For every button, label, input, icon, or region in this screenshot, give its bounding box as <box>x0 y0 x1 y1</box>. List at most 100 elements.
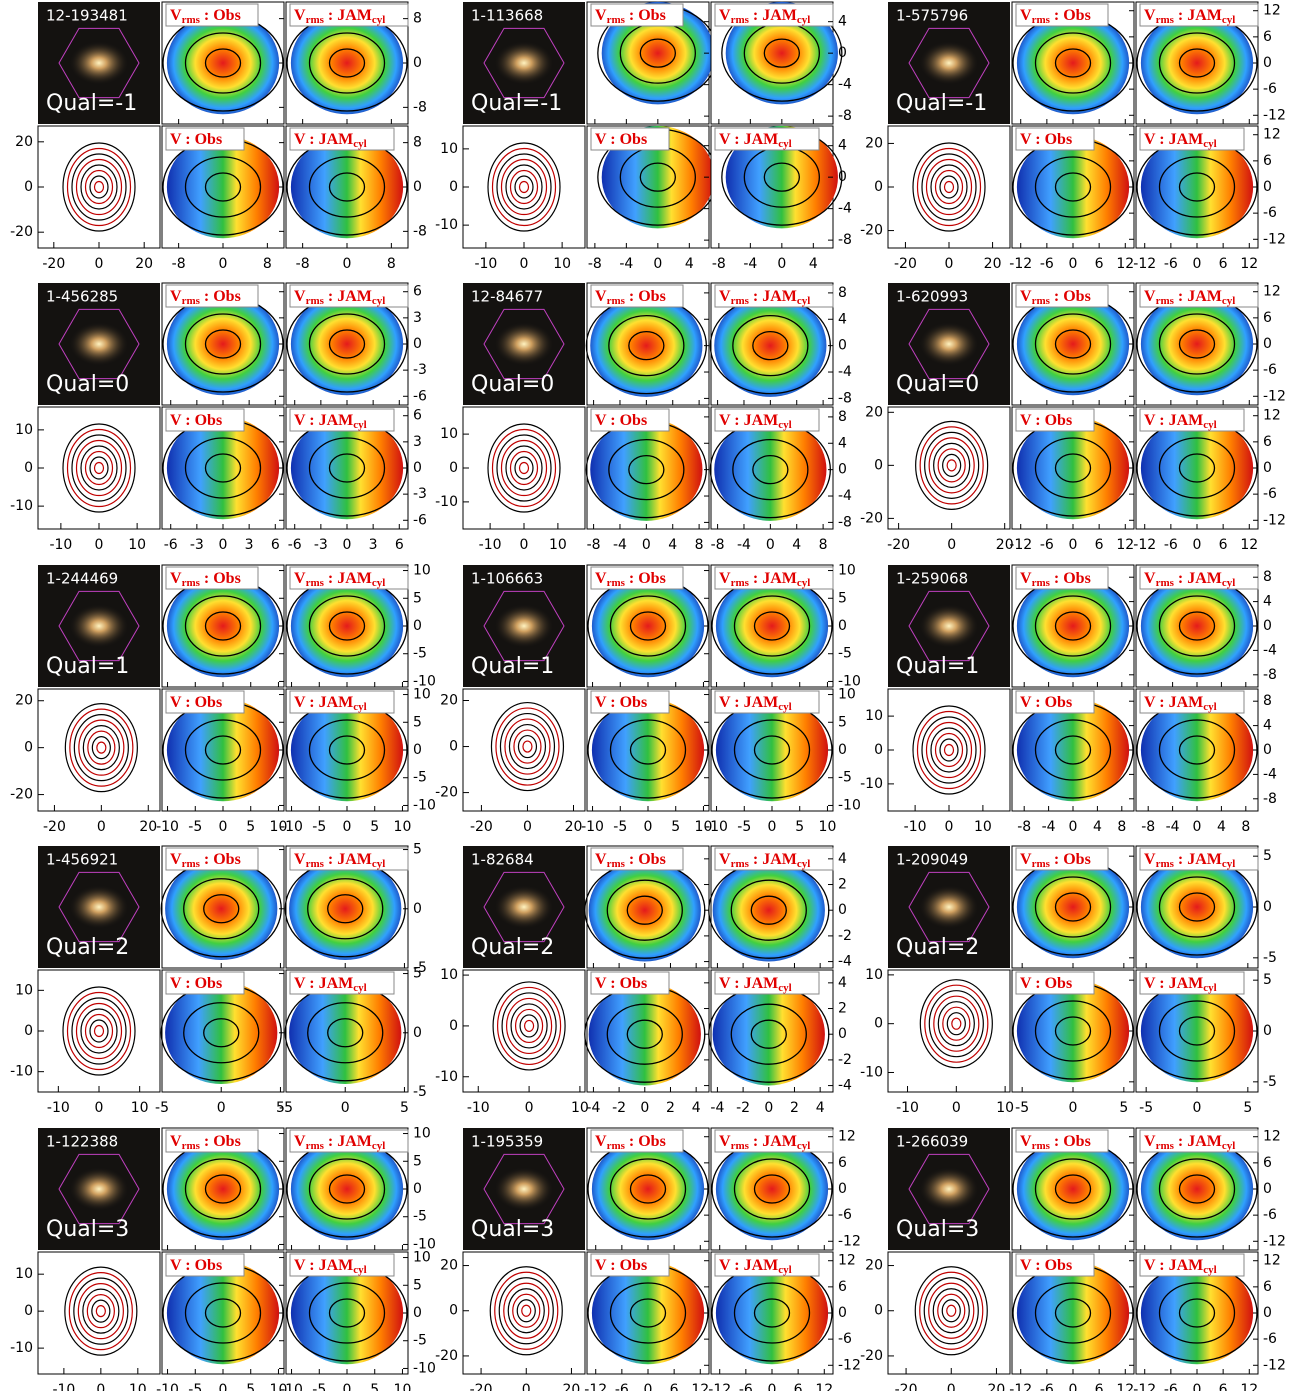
y-tick-label: 0 <box>413 901 422 917</box>
y-tick-label: -10 <box>838 797 861 813</box>
vrms-map <box>601 1 714 105</box>
galaxy-glow <box>919 41 979 85</box>
isophote <box>514 1008 544 1044</box>
label-part: V <box>1144 288 1156 305</box>
velocity-map <box>1140 1261 1254 1365</box>
y-tick-label: -5 <box>413 1084 427 1100</box>
isophote <box>71 153 127 221</box>
panel-label-box <box>165 3 259 27</box>
isophote <box>504 718 551 775</box>
velocity-map <box>166 135 280 239</box>
velocity-map <box>290 135 404 239</box>
galaxy-id: 1-266039 <box>896 1133 968 1151</box>
panel-label: Vrms : Obs <box>170 7 241 26</box>
x-tick-label: 0 <box>1193 256 1202 272</box>
isophote <box>924 431 980 499</box>
panel-label-box <box>289 1253 395 1277</box>
flux-contour <box>1158 719 1236 781</box>
panel-label: Vrms : Obs <box>1020 851 1091 870</box>
x-tick-label: 4 <box>809 256 818 272</box>
isophote <box>914 1266 988 1356</box>
label-part: : JAM <box>749 7 797 24</box>
x-tick-label: 6 <box>1219 256 1228 272</box>
isophote <box>942 453 962 477</box>
panel-label: V : Obs <box>595 131 647 148</box>
y-tick-label: 10 <box>865 967 883 983</box>
x-tick-label: 5 <box>246 1382 255 1391</box>
x-tick-label: 5 <box>795 819 804 835</box>
velocity-map <box>166 698 280 802</box>
panel-label-box <box>714 566 834 590</box>
y-tick-label: -10 <box>435 1069 458 1085</box>
vrms-map <box>1016 292 1130 396</box>
x-tick-label: -5 <box>279 1100 293 1116</box>
label-part: V <box>719 7 731 24</box>
velocity-map <box>712 982 825 1086</box>
x-tick-label: 2 <box>666 1100 675 1116</box>
x-tick-label: 0 <box>95 537 104 553</box>
label-part: V : JAM <box>1144 975 1203 992</box>
label-part: V <box>170 1133 182 1150</box>
x-tick-label: -10 <box>49 537 72 553</box>
flux-contour <box>308 1282 386 1344</box>
panel-label-box <box>165 847 259 871</box>
velocity-map <box>1140 698 1254 802</box>
galaxy-glow <box>69 322 129 366</box>
flux-contour <box>327 894 364 924</box>
y-tick-label: 10 <box>440 967 458 983</box>
flux-contour <box>184 595 262 657</box>
x-tick-label: 0 <box>523 819 532 835</box>
flux-contour <box>1158 313 1236 375</box>
x-tick-label: 6 <box>1095 1382 1104 1391</box>
isophote <box>912 142 986 232</box>
x-tick-label: 20 <box>988 1382 1006 1391</box>
flux-contour <box>752 330 789 361</box>
x-tick-label: 10 <box>128 537 146 553</box>
panel-label-box <box>1015 3 1109 27</box>
isophote <box>496 434 552 502</box>
panel-label: Vrms : Obs <box>1020 1133 1091 1152</box>
panel-label: Vrms : Obs <box>1020 570 1091 589</box>
flux-contour <box>184 1282 262 1344</box>
isophote <box>919 979 993 1069</box>
label-part: V <box>1020 570 1032 587</box>
y-tick-label: 10 <box>413 563 431 579</box>
x-tick-label: 0 <box>1069 1100 1078 1116</box>
label-part: V <box>294 851 306 868</box>
panel-label: V : Obs <box>595 975 647 992</box>
x-tick-label: 12 <box>815 1382 833 1391</box>
flux-contour <box>204 48 242 78</box>
label-part: V : JAM <box>719 694 778 711</box>
flux-contour <box>1178 329 1216 359</box>
label-subscript: rms <box>731 295 750 307</box>
label-subscript: rms <box>306 295 325 307</box>
y-tick-label: -5 <box>413 770 427 786</box>
panel-label-box <box>1139 1253 1245 1277</box>
panel-label-box <box>165 690 245 714</box>
x-tick-label: -4 <box>1166 819 1180 835</box>
y-tick-label: 0 <box>838 1181 847 1197</box>
label-part: V <box>1020 851 1032 868</box>
galaxy-glow <box>69 1167 129 1211</box>
galaxy-glow <box>494 41 554 85</box>
y-tick-label: 0 <box>838 618 847 634</box>
flux-contour <box>1158 1000 1236 1062</box>
x-tick-label: -4 <box>613 537 627 553</box>
label-part: V : Obs <box>170 412 222 429</box>
ifu-hexagon <box>908 590 990 662</box>
label-subscript: cyl <box>372 577 385 589</box>
isophote <box>84 169 114 205</box>
isophote <box>89 456 109 480</box>
velocity-map <box>591 1261 705 1365</box>
ifu-hexagon <box>58 308 140 380</box>
x-tick-label: -4 <box>710 1100 724 1116</box>
x-tick-label: 4 <box>1217 819 1226 835</box>
isophote <box>934 169 964 205</box>
panel-label: V : JAMcyl <box>719 694 792 713</box>
isophote <box>64 703 138 793</box>
isophote <box>921 153 977 221</box>
panel-label: Vrms : Obs <box>170 851 241 870</box>
x-tick-label: 0 <box>219 819 228 835</box>
flux-contour <box>1054 735 1092 765</box>
label-part: V : Obs <box>1020 1257 1072 1274</box>
